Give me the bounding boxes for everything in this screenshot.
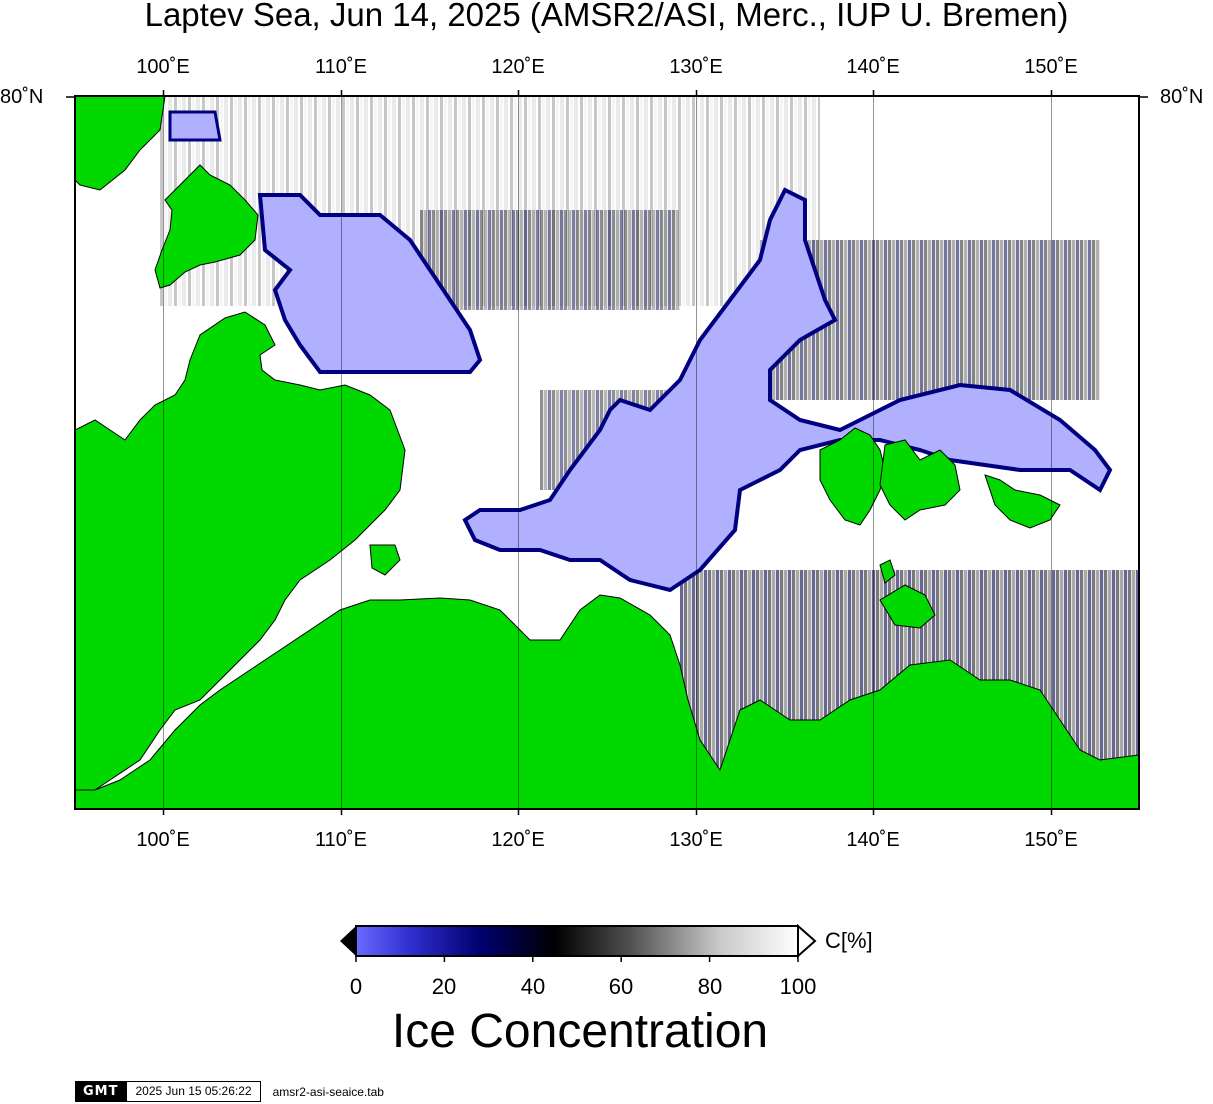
land-kotelny-island xyxy=(819,427,886,526)
land-new-siberia-island xyxy=(879,439,961,521)
open-water-central xyxy=(462,187,1113,593)
colorbar-tick-0: 0 xyxy=(349,974,363,999)
land-southern-mainland xyxy=(75,594,1139,809)
land xyxy=(75,96,1139,809)
colorbar-title: Ice Concentration xyxy=(391,1005,769,1058)
lon-label-bottom-140: 140˚E xyxy=(846,829,900,851)
colorbar-low-arrow xyxy=(340,926,356,956)
ice-band-central xyxy=(420,210,680,310)
footer: GMT 2025 Jun 15 05:26:22 amsr2-asi-seaic… xyxy=(75,1081,384,1102)
lon-label-bottom-150: 150˚E xyxy=(1024,829,1078,851)
lat-label-left: 80˚N xyxy=(0,86,44,108)
colorbar-high-arrow xyxy=(797,923,817,959)
lon-label-top-140: 140˚E xyxy=(846,56,900,78)
lon-label-top-150: 150˚E xyxy=(1024,56,1078,78)
lon-label-bottom-120: 120˚E xyxy=(491,829,545,851)
land-western-mainland xyxy=(75,311,406,791)
colorbar-tick-40: 40 xyxy=(520,974,546,999)
open-water-west xyxy=(257,193,483,374)
lon-label-top-100: 100˚E xyxy=(136,56,190,78)
lon-label-bottom-130: 130˚E xyxy=(669,829,723,851)
graticule xyxy=(163,96,1052,809)
colorbar-unit: C[%] xyxy=(825,928,873,953)
gmt-logo: GMT xyxy=(75,1081,127,1102)
land-east-island xyxy=(984,474,1061,529)
colorbar-tick-20: 20 xyxy=(431,974,457,999)
land-small-island-2 xyxy=(879,584,936,629)
timestamp: 2025 Jun 15 05:26:22 xyxy=(126,1081,261,1102)
lon-label-bottom-110: 110˚E xyxy=(315,829,367,851)
land-small-island-1 xyxy=(369,544,401,576)
source-file: amsr2-asi-seaice.tab xyxy=(272,1084,384,1099)
map-frame xyxy=(74,95,1140,810)
lon-label-top-120: 120˚E xyxy=(491,56,545,78)
lon-label-bottom-100: 100˚E xyxy=(136,829,190,851)
colorbar-tick-100: 100 xyxy=(779,974,817,999)
colorbar xyxy=(340,923,817,962)
lon-label-top-130: 130˚E xyxy=(669,56,723,78)
open-water-northwest-strip xyxy=(168,110,222,142)
land-small-island-3 xyxy=(879,559,896,584)
land-severnaya-zemlya xyxy=(154,164,259,289)
map-title: Laptev Sea, Jun 14, 2025 (AMSR2/ASI, Mer… xyxy=(144,0,1069,33)
colorbar-gradient xyxy=(355,925,799,957)
colorbar-tick-60: 60 xyxy=(608,974,634,999)
lat-label-right: 80˚N xyxy=(1160,86,1204,108)
lon-label-top-110: 110˚E xyxy=(315,56,367,78)
map-ticks xyxy=(66,90,1148,815)
colorbar-tick-80: 80 xyxy=(697,974,723,999)
